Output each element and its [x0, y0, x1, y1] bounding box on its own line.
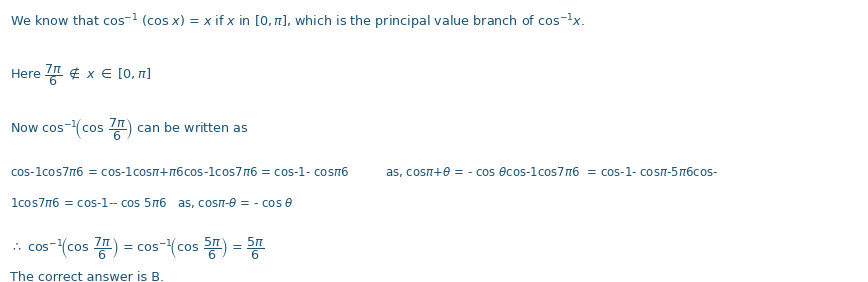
Text: Here $\dfrac{7\pi}{6}$ $\notin$ $x$ $\in$ $[0, \pi]$: Here $\dfrac{7\pi}{6}$ $\notin$ $x$ $\in…	[10, 62, 152, 88]
Text: $\therefore$ cos$^{-1}$$\!\left(\cos\;\dfrac{7\pi}{6}\right)$ = cos$^{-1}$$\!\le: $\therefore$ cos$^{-1}$$\!\left(\cos\;\d…	[10, 235, 265, 261]
Text: cos-1cos7$\pi$6 = cos-1cos$\pi$+$\pi$6cos-1cos7$\pi$6 = cos-1- cos$\pi$6        : cos-1cos7$\pi$6 = cos-1cos$\pi$+$\pi$6co…	[10, 165, 719, 179]
Text: We know that cos$^{-1}$ (cos $x$) = $x$ if $x$ in $[0, \pi]$, which is the princ: We know that cos$^{-1}$ (cos $x$) = $x$ …	[10, 13, 585, 32]
Text: Now cos$^{-1}$$\!\left(\cos\;\dfrac{7\pi}{6}\right)$ can be written as: Now cos$^{-1}$$\!\left(\cos\;\dfrac{7\pi…	[10, 116, 249, 142]
Text: The correct answer is B.: The correct answer is B.	[10, 271, 165, 282]
Text: 1cos7$\pi$6 = cos-1-- cos 5$\pi$6   as, cos$\pi$-$\theta$ = - cos $\theta$: 1cos7$\pi$6 = cos-1-- cos 5$\pi$6 as, co…	[10, 196, 294, 210]
